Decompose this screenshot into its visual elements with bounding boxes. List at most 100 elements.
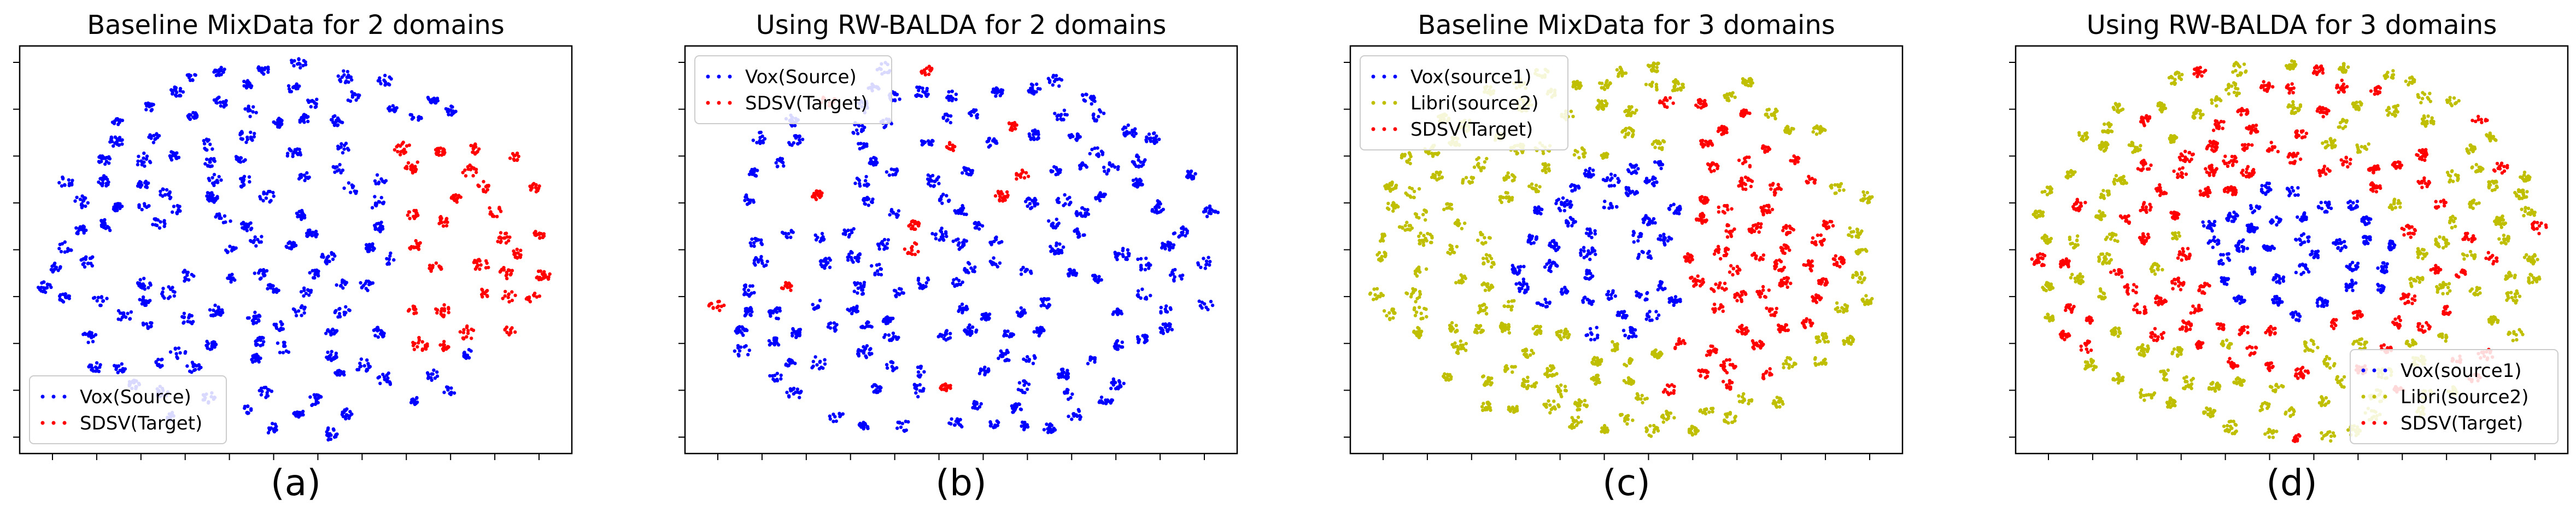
scatter-point-sdsv-target- bbox=[399, 150, 402, 153]
scatter-point-vox-source- bbox=[738, 349, 741, 352]
scatter-point-vox-source- bbox=[42, 286, 45, 289]
scatter-point-vox-source- bbox=[297, 309, 300, 312]
scatter-point-vox-source- bbox=[886, 322, 889, 325]
scatter-point-vox-source- bbox=[335, 283, 338, 287]
scatter-point-libri-source2- bbox=[1500, 201, 1503, 204]
scatter-point-sdsv-target- bbox=[1802, 263, 1805, 266]
scatter-point-vox-source- bbox=[1208, 260, 1211, 263]
scatter-point-vox-source- bbox=[130, 310, 133, 313]
scatter-point-vox-source- bbox=[341, 413, 344, 416]
scatter-point-vox-source- bbox=[961, 171, 964, 175]
scatter-point-vox-source- bbox=[1163, 245, 1166, 248]
scatter-point-vox-source- bbox=[1139, 297, 1143, 300]
scatter-point-vox-source- bbox=[1067, 375, 1070, 378]
scatter-point-sdsv-target- bbox=[419, 241, 422, 245]
scatter-point-vox-source- bbox=[1034, 132, 1038, 136]
scatter-point-vox-source- bbox=[366, 245, 369, 248]
scatter-point-vox-source- bbox=[205, 194, 208, 197]
scatter-point-sdsv-target- bbox=[482, 180, 485, 183]
scatter-point-vox-source- bbox=[247, 316, 250, 320]
scatter-point-vox-source- bbox=[885, 363, 888, 366]
scatter-point-vox-source- bbox=[119, 318, 122, 321]
scatter-point-vox-source- bbox=[436, 97, 439, 100]
scatter-point-vox-source- bbox=[138, 180, 142, 183]
scatter-point-vox-source- bbox=[914, 391, 917, 394]
scatter-point-sdsv-target- bbox=[442, 340, 446, 343]
scatter-point-vox-source- bbox=[343, 147, 346, 150]
scatter-point-vox-source- bbox=[1022, 424, 1026, 427]
scatter-point-vox-source- bbox=[193, 112, 196, 115]
scatter-point-vox-source- bbox=[942, 117, 945, 120]
scatter-point-vox-source- bbox=[1029, 207, 1032, 210]
scatter-point-vox-source- bbox=[159, 220, 162, 223]
scatter-point-vox-source- bbox=[209, 313, 213, 317]
scatter-point-vox-source- bbox=[1149, 294, 1152, 297]
scatter-point-vox-source- bbox=[257, 65, 260, 68]
scatter-point-vox-source- bbox=[295, 83, 298, 86]
legend-marker bbox=[728, 101, 732, 105]
scatter-point-vox-source- bbox=[1162, 323, 1165, 326]
scatter-point-sdsv-target- bbox=[504, 294, 507, 298]
scatter-point-vox-source- bbox=[1099, 110, 1102, 113]
scatter-point-vox-source- bbox=[120, 362, 124, 365]
scatter-point-vox-source- bbox=[108, 229, 112, 232]
scatter-point-vox-source- bbox=[890, 360, 893, 363]
scatter-point-sdsv-target- bbox=[415, 345, 419, 348]
scatter-point-vox-source- bbox=[462, 352, 466, 355]
scatter-point-vox-source- bbox=[297, 62, 301, 65]
scatter-point-vox-source- bbox=[412, 116, 415, 119]
scatter-point-vox-source- bbox=[973, 222, 976, 225]
scatter-point-vox-source- bbox=[1057, 373, 1060, 376]
scatter-point-vox-source- bbox=[1070, 392, 1074, 396]
scatter-point-vox-source- bbox=[243, 406, 246, 410]
scatter-point-vox-source- bbox=[58, 265, 62, 269]
scatter-point-sdsv-target- bbox=[482, 188, 485, 191]
scatter-point-vox-source- bbox=[243, 107, 247, 111]
scatter-point-vox-source- bbox=[1081, 234, 1085, 237]
scatter-point-vox-source- bbox=[330, 328, 333, 332]
scatter-point-vox-source- bbox=[117, 309, 120, 312]
scatter-point-sdsv-target- bbox=[428, 266, 431, 270]
scatter-point-vox-source- bbox=[1073, 273, 1076, 276]
scatter-point-vox-source- bbox=[955, 239, 958, 242]
scatter-point-libri-source2- bbox=[1598, 381, 1601, 384]
scatter-point-vox-source- bbox=[1100, 278, 1103, 281]
scatter-point-vox-source- bbox=[1056, 172, 1059, 176]
scatter-point-libri-source2- bbox=[1456, 218, 1459, 222]
scatter-point-vox-source- bbox=[1065, 388, 1069, 391]
scatter-point-vox-source- bbox=[246, 405, 249, 408]
scatter-point-vox-source- bbox=[1075, 228, 1079, 231]
scatter-point-vox-source- bbox=[116, 118, 119, 121]
scatter-point-vox-source- bbox=[750, 244, 753, 247]
scatter-point-vox-source- bbox=[360, 357, 363, 361]
scatter-point-libri-source2- bbox=[1625, 422, 1629, 426]
scatter-point-vox-source- bbox=[147, 204, 150, 207]
scatter-point-libri-source2- bbox=[1381, 294, 1385, 297]
scatter-point-vox-source- bbox=[305, 292, 308, 295]
scatter-point-vox-source- bbox=[772, 336, 776, 340]
scatter-point-vox-source- bbox=[1110, 398, 1113, 402]
scatter-point-vox-source- bbox=[148, 160, 151, 163]
scatter-point-vox-source- bbox=[357, 368, 360, 371]
scatter-point-vox-source- bbox=[865, 196, 869, 199]
scatter-point-vox-source- bbox=[872, 161, 875, 165]
scatter-point-vox-source- bbox=[983, 365, 986, 369]
scatter-point-vox-source- bbox=[879, 267, 882, 270]
scatter-point-vox-source- bbox=[253, 132, 256, 135]
scatter-point-vox-source- bbox=[214, 313, 217, 317]
scatter-point-vox-source- bbox=[205, 340, 208, 343]
scatter-point-vox-source- bbox=[175, 212, 179, 215]
scatter-point-vox-source- bbox=[1137, 182, 1140, 185]
scatter-point-vox-source- bbox=[373, 225, 377, 229]
scatter-point-vox-source- bbox=[1033, 354, 1036, 357]
scatter-point-vox-source- bbox=[1061, 368, 1064, 371]
scatter-point-sdsv-target- bbox=[479, 263, 483, 266]
scatter-point-vox-source- bbox=[86, 341, 90, 344]
scatter-point-vox-source- bbox=[341, 151, 344, 154]
scatter-point-vox-source- bbox=[1172, 279, 1175, 282]
scatter-point-vox-source- bbox=[745, 195, 748, 199]
scatter-point-vox-source- bbox=[1032, 362, 1035, 365]
scatter-point-sdsv-target- bbox=[815, 189, 818, 193]
scatter-point-vox-source- bbox=[1192, 175, 1195, 178]
scatter-point-vox-source1- bbox=[1579, 248, 1583, 252]
